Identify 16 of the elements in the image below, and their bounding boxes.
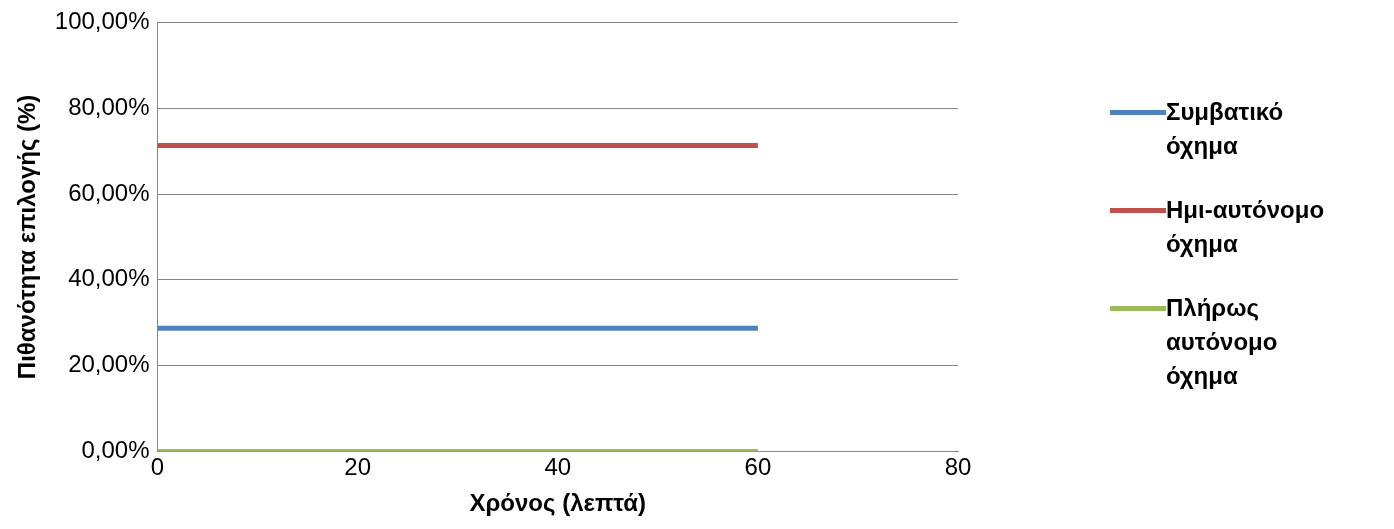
y-tick-label: 60,00%: [68, 178, 150, 206]
y-tick-label: 80,00%: [68, 92, 150, 120]
legend-label: Πλήρως αυτόνομο όχημα: [1166, 293, 1279, 391]
y-tick-label: 0,00%: [81, 436, 150, 464]
x-tick-label: 80: [944, 453, 972, 481]
y-tick-label: 20,00%: [68, 350, 150, 378]
x-axis-title: Χρόνος (λεπτά): [469, 489, 647, 517]
y-axis-title: Πιθανότητα επιλογής (%): [13, 94, 41, 380]
x-tick-label: 60: [744, 453, 772, 481]
x-tick-label: 40: [544, 453, 572, 481]
y-tick-label: 100,00%: [54, 7, 150, 35]
x-tick-label: 20: [344, 453, 372, 481]
legend-label: Ημι-αυτόνομο όχημα: [1166, 195, 1326, 259]
y-tick-label: 40,00%: [68, 264, 150, 292]
x-tick-label: 0: [150, 453, 165, 481]
legend-label: Συμβατικό όχημα: [1166, 97, 1285, 161]
